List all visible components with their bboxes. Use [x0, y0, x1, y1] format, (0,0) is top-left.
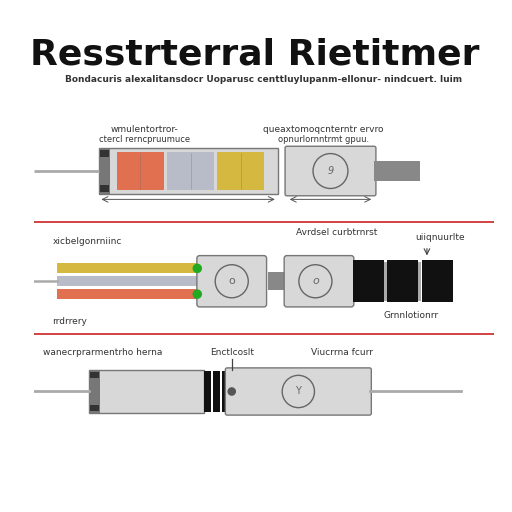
Text: opnurlornntrmt gpuu.: opnurlornntrmt gpuu. [278, 136, 369, 144]
Text: queaxtomoqcnterntr ervro: queaxtomoqcnterntr ervro [263, 125, 384, 134]
FancyBboxPatch shape [285, 146, 376, 196]
Circle shape [215, 265, 248, 298]
Text: Avrdsel curbtrnrst: Avrdsel curbtrnrst [296, 228, 377, 237]
Text: o: o [312, 276, 319, 286]
Text: wanecrprarmentrho herna: wanecrprarmentrho herna [44, 348, 163, 357]
Bar [222, 372, 229, 412]
Bar [353, 260, 384, 303]
Bar [57, 289, 197, 299]
Bar [91, 372, 99, 378]
Bar [98, 148, 278, 194]
Text: rrdrrery: rrdrrery [53, 317, 88, 326]
Bar [98, 148, 110, 194]
Bar [384, 262, 387, 301]
Text: Y: Y [295, 387, 301, 396]
Bar [218, 152, 264, 190]
Bar [268, 272, 287, 290]
FancyBboxPatch shape [284, 255, 354, 307]
Text: wmulentortror-: wmulentortror- [111, 125, 178, 134]
Text: xicbelgonrniinc: xicbelgonrniinc [53, 237, 122, 246]
Bar [204, 372, 210, 412]
Text: Viucrrna fcurr: Viucrrna fcurr [311, 348, 373, 357]
Bar [117, 152, 164, 190]
Bar [214, 372, 220, 412]
Bar [91, 404, 99, 411]
Bar [57, 276, 197, 286]
Text: Enctlcoslt: Enctlcoslt [210, 348, 254, 357]
Bar [422, 260, 453, 303]
Bar [90, 370, 204, 413]
Circle shape [228, 388, 236, 395]
Bar [90, 370, 100, 413]
Bar [374, 161, 420, 181]
Text: ctercl rerncpruumuce: ctercl rerncpruumuce [99, 136, 190, 144]
FancyBboxPatch shape [225, 368, 371, 415]
Bar [100, 185, 109, 191]
Text: Bondacuris alexalitansdocr Uoparusc centtluylupanm-ellonur- nindcuert. luim: Bondacuris alexalitansdocr Uoparusc cent… [66, 75, 462, 83]
Text: Resstrterral Rietitmer: Resstrterral Rietitmer [30, 38, 479, 72]
FancyBboxPatch shape [197, 255, 267, 307]
Text: 9: 9 [327, 166, 334, 176]
Text: uiiqnuurlte: uiiqnuurlte [415, 233, 465, 242]
Text: Grnnlotionrr: Grnnlotionrr [383, 311, 438, 321]
Circle shape [282, 375, 314, 408]
Bar [388, 260, 418, 303]
Circle shape [193, 264, 201, 272]
Bar [418, 262, 421, 301]
Bar [100, 151, 109, 157]
Bar [167, 152, 214, 190]
Text: o: o [228, 276, 235, 286]
Circle shape [299, 265, 332, 298]
Circle shape [193, 290, 201, 298]
Bar [57, 263, 197, 273]
Circle shape [313, 154, 348, 188]
